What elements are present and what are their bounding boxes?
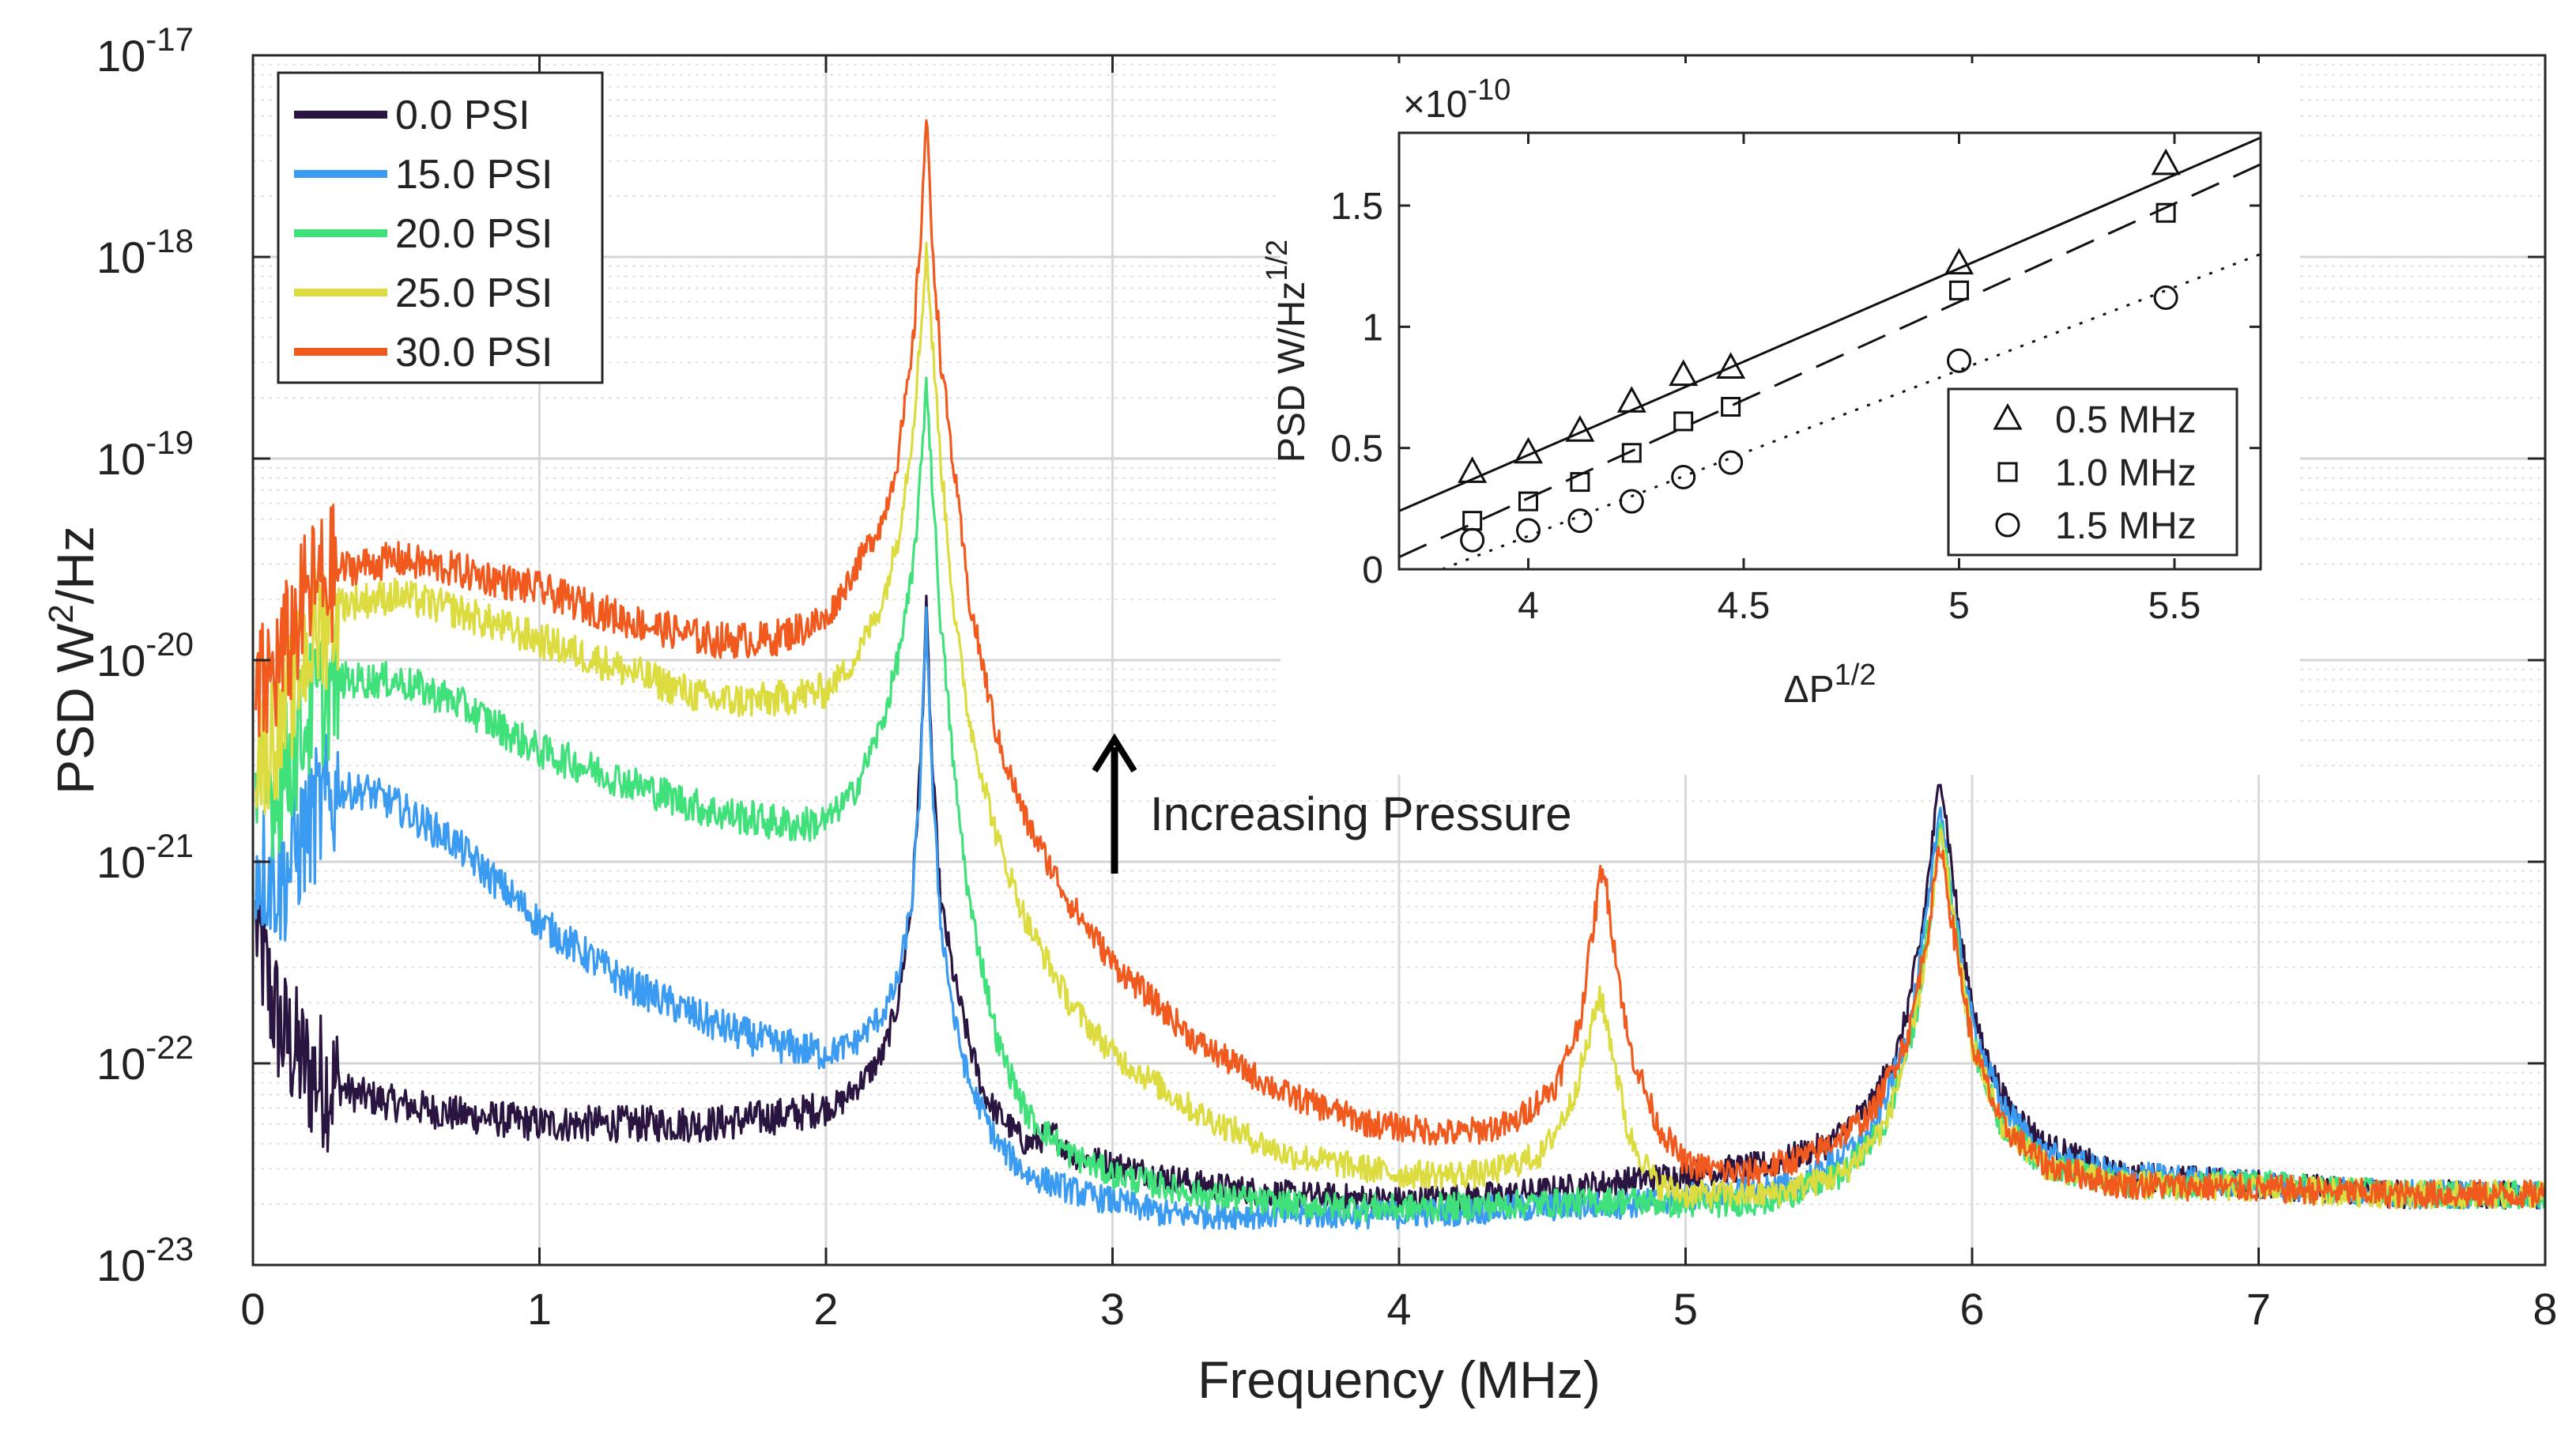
inset-marker-square (1949, 280, 1969, 300)
inset-markers (1458, 148, 2181, 553)
series-line-25-0-psi (255, 241, 2547, 1210)
y-tick-label: 10-17 (96, 21, 194, 81)
main-series-group (255, 119, 2547, 1230)
inset-y-tick-label: 1.5 (1330, 186, 1383, 228)
inset-legend-marker-triangle (1993, 402, 2023, 430)
inset-ticks: 4 4.5 5 5.5 0 0.5 1 1.5 (1330, 133, 2261, 627)
inset-marker-triangle (1669, 359, 1699, 387)
inset-marker-circle (1718, 450, 1744, 475)
series-line-30-0-psi (255, 119, 2547, 1210)
series-line-15-0-psi (255, 606, 2547, 1230)
inset-y-tick-label: 0.5 (1330, 429, 1383, 470)
y-tick-label: 10-22 (96, 1029, 194, 1089)
inset-multiplier: ×10-10 (1403, 74, 1511, 126)
inset-marker-square (2155, 202, 2176, 223)
pressure-annotation: Increasing Pressure (1092, 733, 1572, 874)
fit-line-square (1398, 163, 2261, 559)
inset-legend: 0.5 MHz 1.0 MHz 1.5 MHz (1947, 387, 2238, 557)
x-tick-label: 3 (1100, 1284, 1125, 1334)
inset-x-tick-label: 5 (1948, 585, 1970, 627)
pressure-arrow-head (1092, 733, 1137, 773)
x-tick-label: 7 (2246, 1284, 2271, 1334)
inset-marker-circle (1947, 348, 1971, 373)
y-tick-label: 10-18 (96, 222, 194, 282)
inset-x-axis-label: ΔP1/2 (1784, 659, 1876, 711)
main-legend-box (277, 71, 604, 384)
inset-marker-triangle (1565, 415, 1595, 442)
x-tick-label: 0 (240, 1284, 265, 1334)
inset-legend-label: 1.5 MHz (2055, 505, 2197, 547)
inset-marker-square (1721, 397, 1741, 417)
pressure-annotation-text: Increasing Pressure (1150, 787, 1572, 840)
legend-label: 30.0 PSI (395, 330, 553, 376)
inset-y-tick-label: 0 (1362, 549, 1383, 591)
main-ticks: 0 1 2 3 4 5 6 7 8 10-23 10-22 10-21 10-20 10-19 10-18 1… (96, 21, 2558, 1334)
y-tick-label: 10-20 (96, 625, 194, 685)
inset-x-tick-label: 5.5 (2148, 585, 2201, 627)
legend-label: 15.0 PSI (395, 152, 553, 198)
legend-label: 20.0 PSI (395, 211, 553, 257)
inset-legend-label: 1.0 MHz (2055, 452, 2197, 494)
y-tick-label: 10-21 (96, 827, 194, 887)
inset-scatter-chart: 4 4.5 5 5.5 0 0.5 1 1.5 ×10-10 ΔP1/2 PSD W/Hz1/… (1261, 63, 2300, 775)
inset-marker-circle (1671, 464, 1696, 489)
inset-marker-circle (1460, 527, 1485, 553)
inset-legend-marker-circle (1995, 512, 2020, 538)
inset-plot-frame (1397, 131, 2262, 571)
inset-marker-square (1570, 472, 1590, 493)
inset-marker-triangle (1716, 352, 1746, 379)
inset-x-tick-label: 4.5 (1718, 585, 1771, 627)
inset-marker-triangle (1944, 247, 1974, 275)
x-tick-label: 8 (2533, 1284, 2557, 1334)
inset-marker-square (1518, 491, 1538, 512)
main-legend: 0.0 PSI 15.0 PSI 20.0 PSI 25.0 PSI 30.0 PSI (277, 71, 604, 384)
inset-marker-circle (1516, 518, 1541, 543)
x-tick-label: 2 (813, 1284, 838, 1334)
inset-marker-triangle (1458, 456, 1488, 483)
legend-label: 0.0 PSI (395, 93, 530, 138)
inset-marker-square (1673, 411, 1694, 432)
inset-x-tick-label: 4 (1518, 585, 1539, 627)
main-x-axis-label: Frequency (MHz) (1197, 1350, 1601, 1409)
x-tick-label: 1 (527, 1284, 552, 1334)
x-tick-label: 5 (1673, 1284, 1698, 1334)
inset-marker-circle (2153, 285, 2178, 311)
inset-legend-label: 0.5 MHz (2055, 399, 2197, 441)
inset-y-tick-label: 1 (1362, 307, 1383, 349)
x-tick-label: 6 (1959, 1284, 1984, 1334)
inset-marker-square (1621, 443, 1642, 463)
legend-label: 25.0 PSI (395, 270, 553, 316)
inset-marker-triangle (1616, 386, 1646, 413)
main-y-axis-label: PSD W2/Hz (42, 526, 104, 795)
inset-fit-lines (1398, 136, 2261, 571)
inset-marker-circle (1567, 508, 1593, 534)
inset-legend-marker-square (1997, 462, 2018, 482)
inset-marker-triangle (1513, 436, 1544, 464)
inset-marker-circle (1619, 489, 1644, 514)
fit-line-triangle (1398, 136, 2261, 512)
inset-y-axis-label: PSD W/Hz1/2 (1261, 240, 1313, 463)
y-tick-label: 10-19 (96, 424, 194, 484)
y-tick-label: 10-23 (96, 1230, 194, 1290)
series-line-20-0-psi (255, 376, 2547, 1223)
inset-marker-triangle (2151, 148, 2181, 176)
x-tick-label: 4 (1386, 1284, 1411, 1334)
